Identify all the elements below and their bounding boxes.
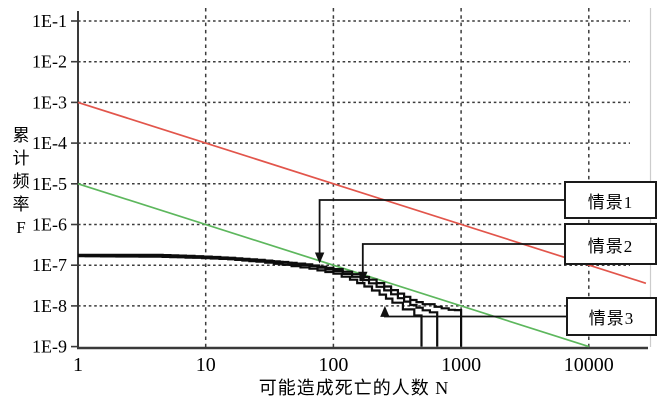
y-tick-label-1E-8: 1E-8 <box>32 296 67 316</box>
legend-label-scenario-1: 情景1 <box>587 192 634 212</box>
x-tick-label-1: 1 <box>73 354 83 376</box>
callout-line-scenario-3 <box>384 314 566 318</box>
fn-curve-scenario-3 <box>78 255 423 347</box>
callout-arrow-scenario-3 <box>380 305 390 317</box>
y-axis-title: 累 计 频 率 F <box>12 126 30 237</box>
legend-box-scenario-2: 情景2 <box>564 223 657 265</box>
upper-risk-criterion-line <box>77 101 647 285</box>
fn-curve-scenario-2 <box>78 254 439 347</box>
y-tick-label-1E-2: 1E-2 <box>32 52 67 72</box>
legend-box-scenario-3: 情景3 <box>566 297 657 336</box>
legend-label-scenario-3: 情景3 <box>588 309 635 328</box>
legend-label-scenario-2: 情景2 <box>587 236 634 256</box>
x-tick-label-10: 10 <box>196 354 216 376</box>
x-tick-label-10000: 10000 <box>564 354 614 376</box>
x-tick-label-100: 100 <box>318 354 348 376</box>
y-tick-label-1E-5: 1E-5 <box>32 174 67 194</box>
callout-line-scenario-1 <box>318 199 564 255</box>
callout-line-scenario-2 <box>361 243 564 274</box>
x-tick-label-1000: 1000 <box>441 354 481 376</box>
legend-box-scenario-1: 情景1 <box>564 181 657 219</box>
y-tick-label-1E-3: 1E-3 <box>32 92 67 112</box>
y-tick-label-1E-4: 1E-4 <box>32 133 67 153</box>
y-tick-label-1E-9: 1E-9 <box>32 337 67 357</box>
callout-arrow-scenario-2 <box>358 271 368 283</box>
lower-risk-criterion-line <box>77 182 590 348</box>
y-tick-label-1E-7: 1E-7 <box>32 255 67 275</box>
y-tick-label-1E-6: 1E-6 <box>32 215 67 235</box>
x-axis-title: 可能造成死亡的人数 N <box>258 378 450 398</box>
y-tick-label-1E-1: 1E-1 <box>32 11 67 31</box>
callout-arrow-scenario-1 <box>314 252 325 264</box>
